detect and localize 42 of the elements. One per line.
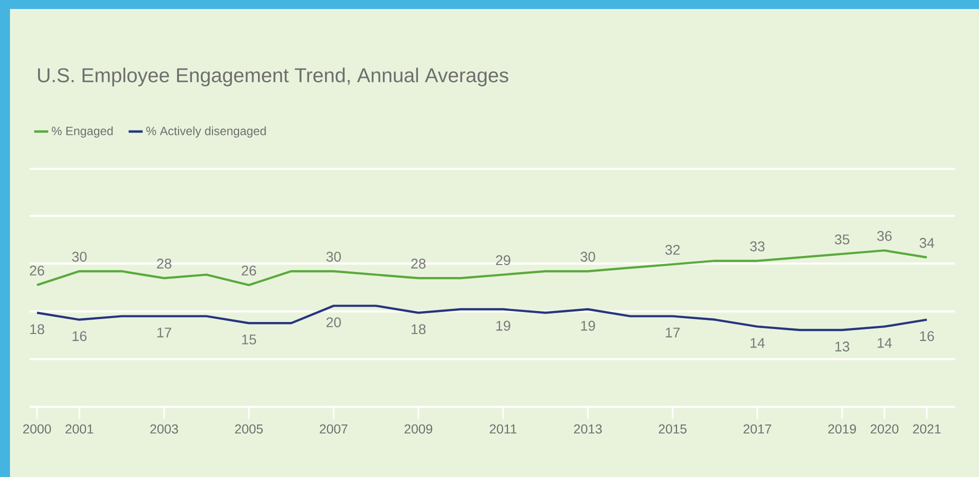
chart-title: U.S. Employee Engagement Trend, Annual Averages [38,68,508,86]
data-label: 30 [72,252,87,262]
data-label: 28 [411,258,426,269]
data-label: 29 [496,255,510,266]
legend-label: % Engaged [52,126,113,138]
data-label: 36 [877,231,892,241]
data-label: 17 [666,328,680,338]
data-label: 14 [878,338,892,348]
data-label: 13 [835,342,850,352]
data-label: 16 [920,331,934,342]
x-tick-label: 2005 [235,424,263,434]
x-tick-label: 2011 [490,424,516,434]
x-tick-label: 2003 [150,424,178,434]
data-label: 17 [157,328,172,338]
x-tick-label: 2013 [574,424,602,434]
x-tick-label: 2001 [66,424,94,434]
data-label: 19 [496,320,510,331]
data-label: 15 [242,334,256,344]
x-tick-label: 2019 [828,424,856,434]
data-label: 16 [72,331,87,342]
x-tick-label: 2007 [320,424,348,434]
data-label: 26 [30,266,44,276]
data-label: 26 [242,266,256,276]
legend-label: % Actively disengaged [146,126,266,138]
data-label: 20 [326,317,341,328]
x-tick-label: 2009 [404,424,432,434]
data-label: 28 [157,258,172,269]
x-tick-label: 2021 [913,424,941,434]
x-tick-label: 2000 [23,424,51,434]
data-label: 34 [920,238,934,248]
data-label: 14 [750,338,765,348]
data-label: 33 [750,241,765,252]
data-label: 30 [580,252,596,262]
data-label: 19 [581,320,595,331]
data-label: 30 [326,252,341,262]
x-tick-label: 2020 [870,424,898,434]
data-label: 32 [665,244,680,255]
data-label: 35 [834,234,850,244]
data-label: 18 [412,324,426,334]
x-tick-label: 2015 [658,424,687,434]
x-tick-label: 2017 [744,424,772,434]
data-label: 18 [30,324,44,334]
